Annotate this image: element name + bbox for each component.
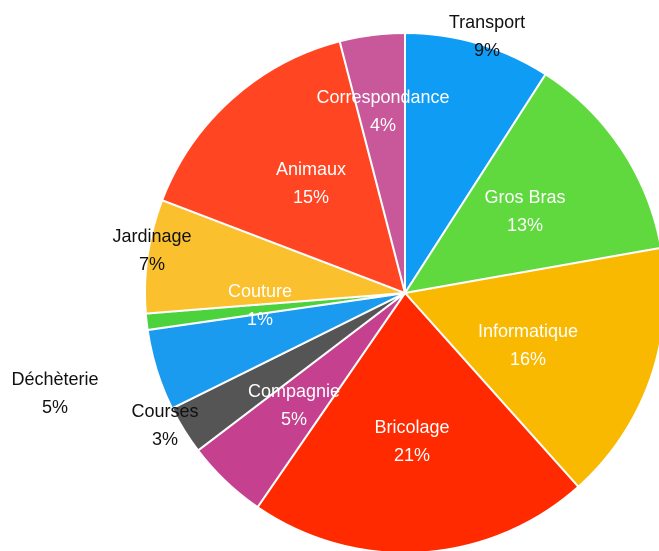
pie-slice [402, 72, 659, 295]
slice-value-label: 4% [370, 115, 396, 135]
slice-value-label: 1% [247, 309, 273, 329]
slice-value-label: 21% [394, 445, 430, 465]
slice-value-label: 7% [139, 254, 165, 274]
slice-label: Compagnie [248, 381, 340, 401]
slice-label: Correspondance [316, 87, 449, 107]
slice-value-label: 13% [507, 215, 543, 235]
slice-label: Couture [228, 281, 292, 301]
slice-label: Animaux [276, 159, 346, 179]
pie-slice [403, 247, 659, 489]
slice-value-label: 9% [474, 40, 500, 60]
slice-value-label: 16% [510, 349, 546, 369]
slice-value-label: 5% [281, 409, 307, 429]
slice-label: Gros Bras [484, 187, 565, 207]
slice-value-label: 5% [42, 397, 68, 417]
slice-label: Informatique [478, 321, 578, 341]
slice-value-label: 15% [293, 187, 329, 207]
slice-value-label: 3% [152, 429, 178, 449]
pie-slice [160, 40, 407, 295]
slice-label: Déchèterie [11, 369, 98, 389]
pie-slice [144, 198, 406, 315]
slice-label: Bricolage [374, 417, 449, 437]
pie-slice [338, 31, 406, 294]
slice-label: Courses [131, 401, 198, 421]
pie-slice [404, 31, 547, 297]
pie-slice [256, 291, 580, 551]
slice-label: Jardinage [112, 226, 191, 246]
slice-label: Transport [449, 12, 525, 32]
